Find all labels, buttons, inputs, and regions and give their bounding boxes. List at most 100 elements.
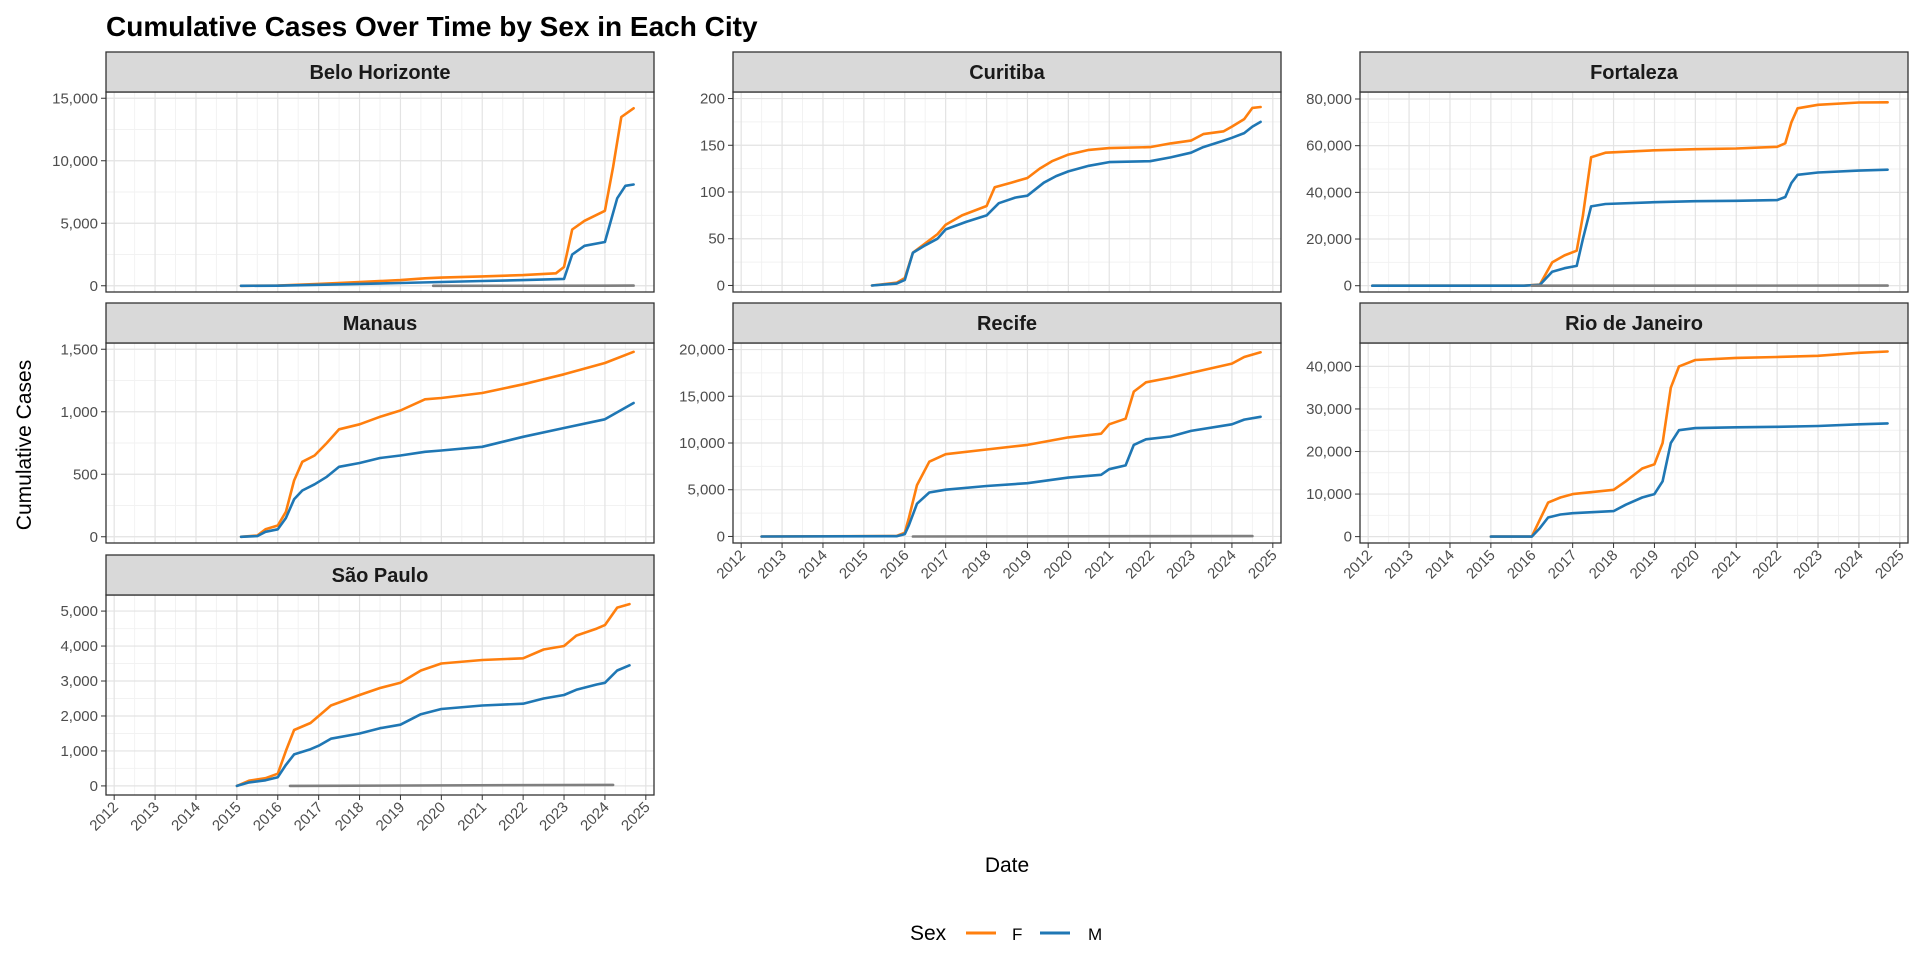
series-line-m	[1489, 422, 1889, 538]
y-tick-label: 0	[1344, 529, 1352, 546]
series-line-f	[760, 351, 1262, 538]
x-tick-label: 2021	[1708, 547, 1744, 583]
x-tick-label: 2025	[1872, 547, 1908, 583]
y-tick-label: 0	[90, 529, 98, 546]
y-tick-label: 500	[73, 466, 98, 483]
y-tick-label: 80,000	[1306, 91, 1352, 108]
x-tick-label: 2016	[1504, 547, 1540, 583]
panel-belo-horizonte: 0 5,000 10,000 15,000 Belo Horizonte	[52, 51, 655, 295]
x-tick-label: 2022	[495, 799, 531, 835]
x-tick-label: 2014	[1422, 547, 1458, 583]
panel-rio-de-janeiro: 0 10,000 20,000 30,000 40,000 Rio de Janeiro 2…	[1306, 302, 1909, 583]
x-tick-label: 2018	[332, 799, 368, 835]
x-tick-label: 2024	[1831, 547, 1867, 583]
facet-panels: 0 5,000 10,000 15,000 Belo Horizonte 0 50 100 15…	[52, 51, 1909, 835]
y-tick-label: 40,000	[1306, 358, 1352, 375]
chart-title: Cumulative Cases Over Time by Sex in Eac…	[106, 11, 758, 42]
strip-label-rio-de-janeiro: Rio de Janeiro	[1565, 313, 1703, 335]
strip-label-manaus: Manaus	[343, 313, 417, 335]
y-tick-label: 2,000	[60, 708, 98, 725]
y-tick-label: 10,000	[52, 153, 98, 170]
x-tick-label: 2014	[795, 547, 831, 583]
x-tick-label: 2024	[577, 799, 613, 835]
y-tick-label: 20,000	[1306, 444, 1352, 461]
strip-label-belo-horizonte: Belo Horizonte	[309, 62, 450, 84]
y-tick-label: 0	[90, 278, 98, 295]
series-line-m	[870, 120, 1262, 287]
y-tick-label: 50	[708, 231, 725, 248]
panel-fortaleza: 0 20,000 40,000 60,000 80,000 Fortaleza	[1306, 51, 1909, 295]
strip-recife	[732, 302, 1282, 344]
y-tick-label: 1,000	[60, 743, 98, 760]
strip-label-fortaleza: Fortaleza	[1590, 62, 1679, 84]
x-tick-label: 2013	[127, 799, 163, 835]
y-tick-label: 100	[700, 184, 725, 201]
x-tick-label: 2016	[877, 547, 913, 583]
legend-label-f: F	[1012, 925, 1022, 944]
legend-label-m: M	[1088, 925, 1102, 944]
y-tick-label: 150	[700, 137, 725, 154]
series-line-m	[239, 183, 635, 288]
x-tick-label: 2020	[414, 799, 450, 835]
x-tick-label: 2017	[291, 799, 327, 835]
x-tick-label: 2017	[918, 547, 954, 583]
x-tick-label: 2025	[1245, 547, 1281, 583]
strip-label-recife: Recife	[977, 313, 1037, 335]
y-tick-label: 15,000	[52, 90, 98, 107]
y-tick-label: 0	[717, 277, 725, 294]
x-tick-label: 2018	[1586, 547, 1622, 583]
y-tick-label: 4,000	[60, 638, 98, 655]
x-tick-label: 2015	[209, 799, 245, 835]
x-tick-label: 2022	[1122, 547, 1158, 583]
y-tick-label: 10,000	[1306, 486, 1352, 503]
y-tick-label: 5,000	[60, 603, 98, 620]
series-line-m	[1371, 168, 1889, 287]
series-line-m	[239, 401, 635, 539]
x-tick-label: 2017	[1545, 547, 1581, 583]
x-tick-label: 2023	[1163, 547, 1199, 583]
x-tick-label: 2023	[536, 799, 572, 835]
panel-manaus: 0 500 1,000 1,500 Manaus	[60, 302, 655, 546]
y-tick-label: 0	[717, 528, 725, 545]
legend-title: Sex	[910, 922, 947, 945]
series-line-f	[870, 105, 1262, 287]
x-tick-label: 2016	[250, 799, 286, 835]
series-line-f	[235, 602, 631, 788]
x-tick-label: 2024	[1204, 547, 1240, 583]
x-tick-label: 2023	[1790, 547, 1826, 583]
x-tick-label: 2014	[168, 799, 204, 835]
x-tick-label: 2013	[754, 547, 790, 583]
y-tick-label: 15,000	[679, 388, 725, 405]
series-line-f	[239, 350, 635, 539]
strip-manaus	[105, 302, 655, 344]
y-axis-title: Cumulative Cases	[13, 360, 36, 530]
strip-belo-horizonte	[105, 51, 655, 93]
x-tick-label: 2019	[1000, 547, 1036, 583]
series-line-f	[1371, 101, 1889, 287]
x-tick-label: 2019	[373, 799, 409, 835]
x-tick-label: 2013	[1381, 547, 1417, 583]
y-tick-label: 20,000	[1306, 231, 1352, 248]
x-tick-label: 2015	[836, 547, 872, 583]
strip-curitiba	[732, 51, 1282, 93]
y-tick-label: 60,000	[1306, 138, 1352, 155]
strip-label-curitiba: Curitiba	[969, 62, 1045, 84]
x-tick-label: 2021	[454, 799, 490, 835]
series-line-other	[288, 783, 615, 788]
y-tick-label: 40,000	[1306, 184, 1352, 201]
x-tick-label: 2012	[86, 799, 122, 835]
x-tick-label: 2021	[1081, 547, 1117, 583]
x-tick-label: 2020	[1668, 547, 1704, 583]
series-line-m	[235, 664, 631, 788]
y-tick-label: 5,000	[687, 482, 725, 499]
series-line-m	[760, 415, 1262, 538]
y-tick-label: 1,500	[60, 341, 98, 358]
x-tick-label: 2015	[1463, 547, 1499, 583]
legend: Sex F M	[910, 922, 1102, 945]
strip-sao-paulo	[105, 554, 655, 596]
y-tick-label: 20,000	[679, 342, 725, 359]
series-line-f	[239, 107, 635, 288]
y-tick-label: 0	[1344, 278, 1352, 295]
